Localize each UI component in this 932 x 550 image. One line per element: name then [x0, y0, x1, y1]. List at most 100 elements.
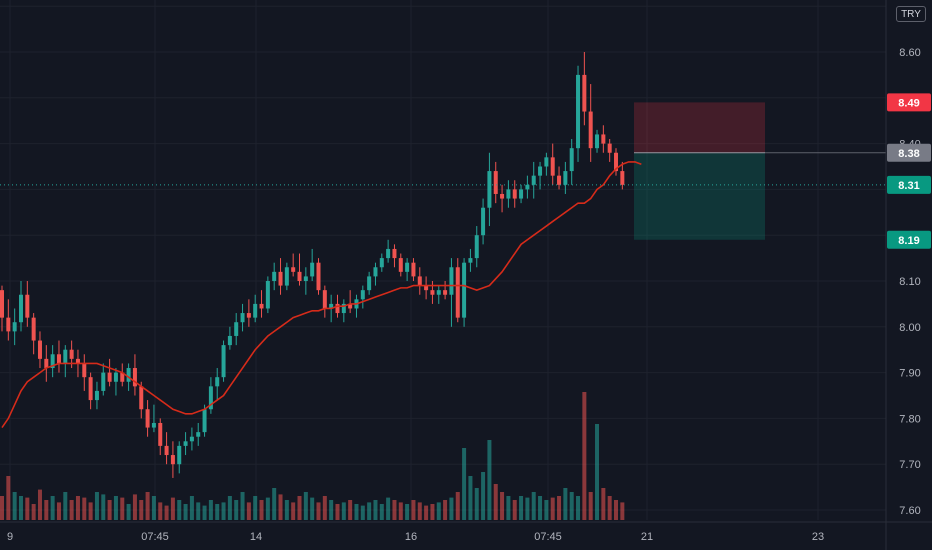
candle — [151, 404, 156, 433]
candle — [595, 129, 600, 153]
price-tag[interactable]: 8.49 — [887, 93, 931, 112]
volume-bar — [354, 504, 359, 520]
candle-body — [208, 386, 213, 410]
volume-bar — [373, 500, 378, 520]
volume-bar — [297, 496, 302, 520]
candle-body — [569, 148, 574, 172]
candle-body — [614, 152, 619, 172]
candle — [386, 239, 391, 263]
candle — [120, 363, 125, 387]
volume-bar — [449, 497, 454, 520]
volume-bar — [208, 500, 213, 520]
volume-bar — [234, 500, 239, 520]
volume-bar — [512, 500, 517, 520]
candle — [316, 258, 321, 295]
candle-body — [563, 171, 568, 185]
volume-bar — [31, 504, 36, 520]
candle — [455, 258, 460, 323]
candle-body — [75, 358, 80, 364]
price-tag[interactable]: 8.31 — [887, 175, 931, 194]
candle-body — [107, 372, 112, 382]
moving-average-line — [1, 161, 642, 429]
volume-bar — [113, 496, 118, 520]
volume-bar — [303, 492, 308, 520]
volume-bar — [170, 497, 175, 520]
candle-body — [601, 134, 606, 144]
price-tag-bg — [887, 93, 931, 112]
candle — [63, 345, 68, 378]
candle — [82, 354, 87, 391]
time-tick-label: 9 — [7, 531, 13, 543]
candle — [360, 285, 365, 309]
volume-bar — [25, 497, 30, 520]
time-tick-label: 21 — [641, 531, 653, 543]
time-axis[interactable]: 9 07:45 14 16 07:45 21 23 — [0, 521, 932, 543]
volume-bar — [158, 502, 163, 520]
candle-body — [101, 372, 106, 391]
volume-bar — [221, 502, 226, 520]
short-position-tool[interactable] — [634, 102, 886, 240]
candle-body — [253, 303, 258, 318]
candle — [367, 271, 372, 295]
candle — [107, 358, 112, 387]
volume-bar — [272, 488, 277, 520]
price-tag-label: 8.49 — [898, 97, 919, 109]
volume-bar — [94, 492, 99, 520]
candle — [348, 290, 353, 314]
price-tag[interactable]: 8.19 — [887, 230, 931, 249]
position-stop-zone[interactable] — [634, 102, 765, 153]
volume-bar — [544, 500, 549, 520]
position-target-zone[interactable] — [634, 152, 765, 240]
candle — [50, 345, 55, 378]
volume-bar — [386, 497, 391, 520]
candle — [557, 166, 562, 190]
candle-body — [493, 171, 498, 194]
candle-body — [525, 184, 530, 190]
price-axis[interactable]: 7.607.707.807.908.008.108.408.608.498.38… — [885, 0, 931, 550]
candle-body — [0, 290, 4, 318]
candle — [341, 299, 346, 323]
price-tag-label: 8.19 — [898, 235, 919, 247]
volume-bar — [0, 496, 4, 520]
volume-bar — [126, 504, 131, 520]
candle — [25, 281, 30, 327]
price-tick-label: 7.70 — [899, 459, 920, 471]
candle — [56, 340, 61, 373]
candle-body — [272, 271, 277, 281]
candle — [37, 331, 42, 369]
volume-bar — [468, 476, 473, 520]
candle — [278, 258, 283, 295]
candle-body — [348, 303, 353, 309]
candle-body — [145, 409, 150, 428]
candle — [614, 148, 619, 176]
candle-body — [246, 313, 251, 318]
candle-body — [12, 322, 17, 332]
candle-body — [449, 267, 454, 295]
candle — [297, 253, 302, 286]
candle-body — [607, 143, 612, 153]
candle — [443, 281, 448, 300]
candle — [354, 294, 359, 318]
volume-bar — [189, 496, 194, 520]
volume-bar — [360, 505, 365, 520]
candle — [177, 441, 182, 474]
candle — [500, 184, 505, 213]
candle — [215, 368, 220, 401]
volume-bar — [227, 496, 232, 520]
volume-bar — [107, 500, 112, 520]
volume-bar — [88, 502, 93, 520]
candle-body — [550, 157, 555, 176]
currency-badge[interactable]: TRY — [896, 6, 926, 22]
volume-bar — [75, 496, 80, 520]
candle — [424, 276, 429, 300]
candle-body — [221, 345, 226, 378]
candle-body — [417, 276, 422, 286]
volume-bar — [291, 502, 296, 520]
candle-body — [25, 294, 30, 318]
volume-bar — [202, 505, 207, 520]
price-tag[interactable]: 8.38 — [887, 143, 931, 162]
candle-body — [310, 262, 315, 277]
volume-bar — [12, 492, 17, 520]
candle — [582, 52, 587, 126]
